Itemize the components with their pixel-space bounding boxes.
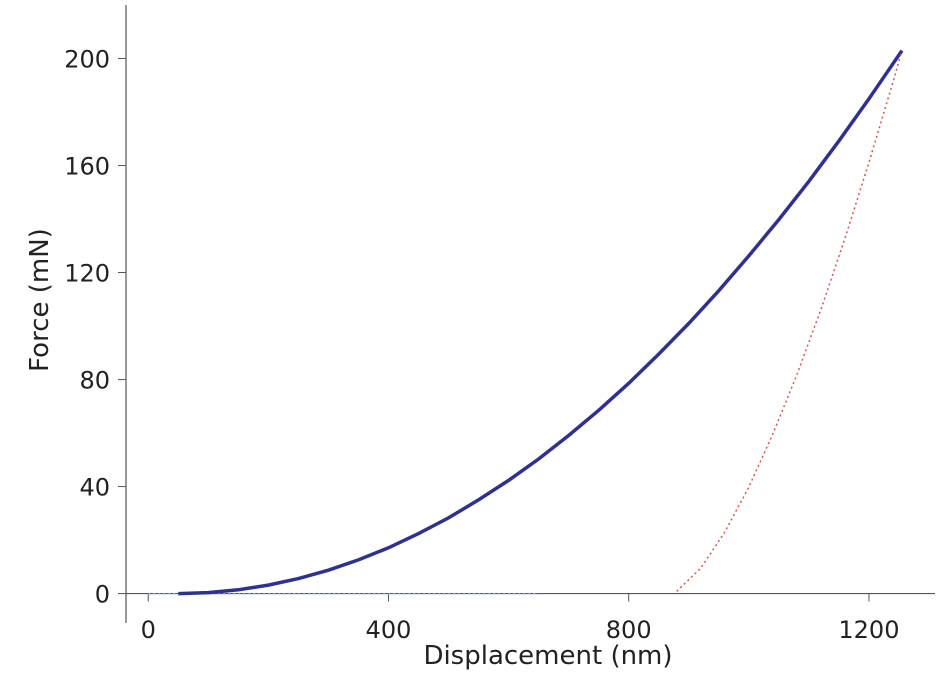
x-tick-label: 1200: [838, 616, 899, 644]
x-axis-label: Displacement (nm): [423, 641, 672, 671]
x-tick-label: 400: [366, 616, 412, 644]
y-tick-label: 120: [64, 260, 110, 288]
y-tick-label: 160: [64, 153, 110, 181]
x-tick-label: 800: [606, 616, 652, 644]
y-tick-label: 40: [79, 474, 110, 502]
y-tick-label: 200: [64, 46, 110, 74]
y-tick-label: 0: [95, 581, 110, 609]
y-axis-label: Force (mN): [25, 228, 55, 372]
data-line: [178, 49, 904, 596]
x-tick-label: 0: [141, 616, 156, 644]
data-line: [676, 50, 903, 592]
y-tick-label: 80: [79, 367, 110, 395]
